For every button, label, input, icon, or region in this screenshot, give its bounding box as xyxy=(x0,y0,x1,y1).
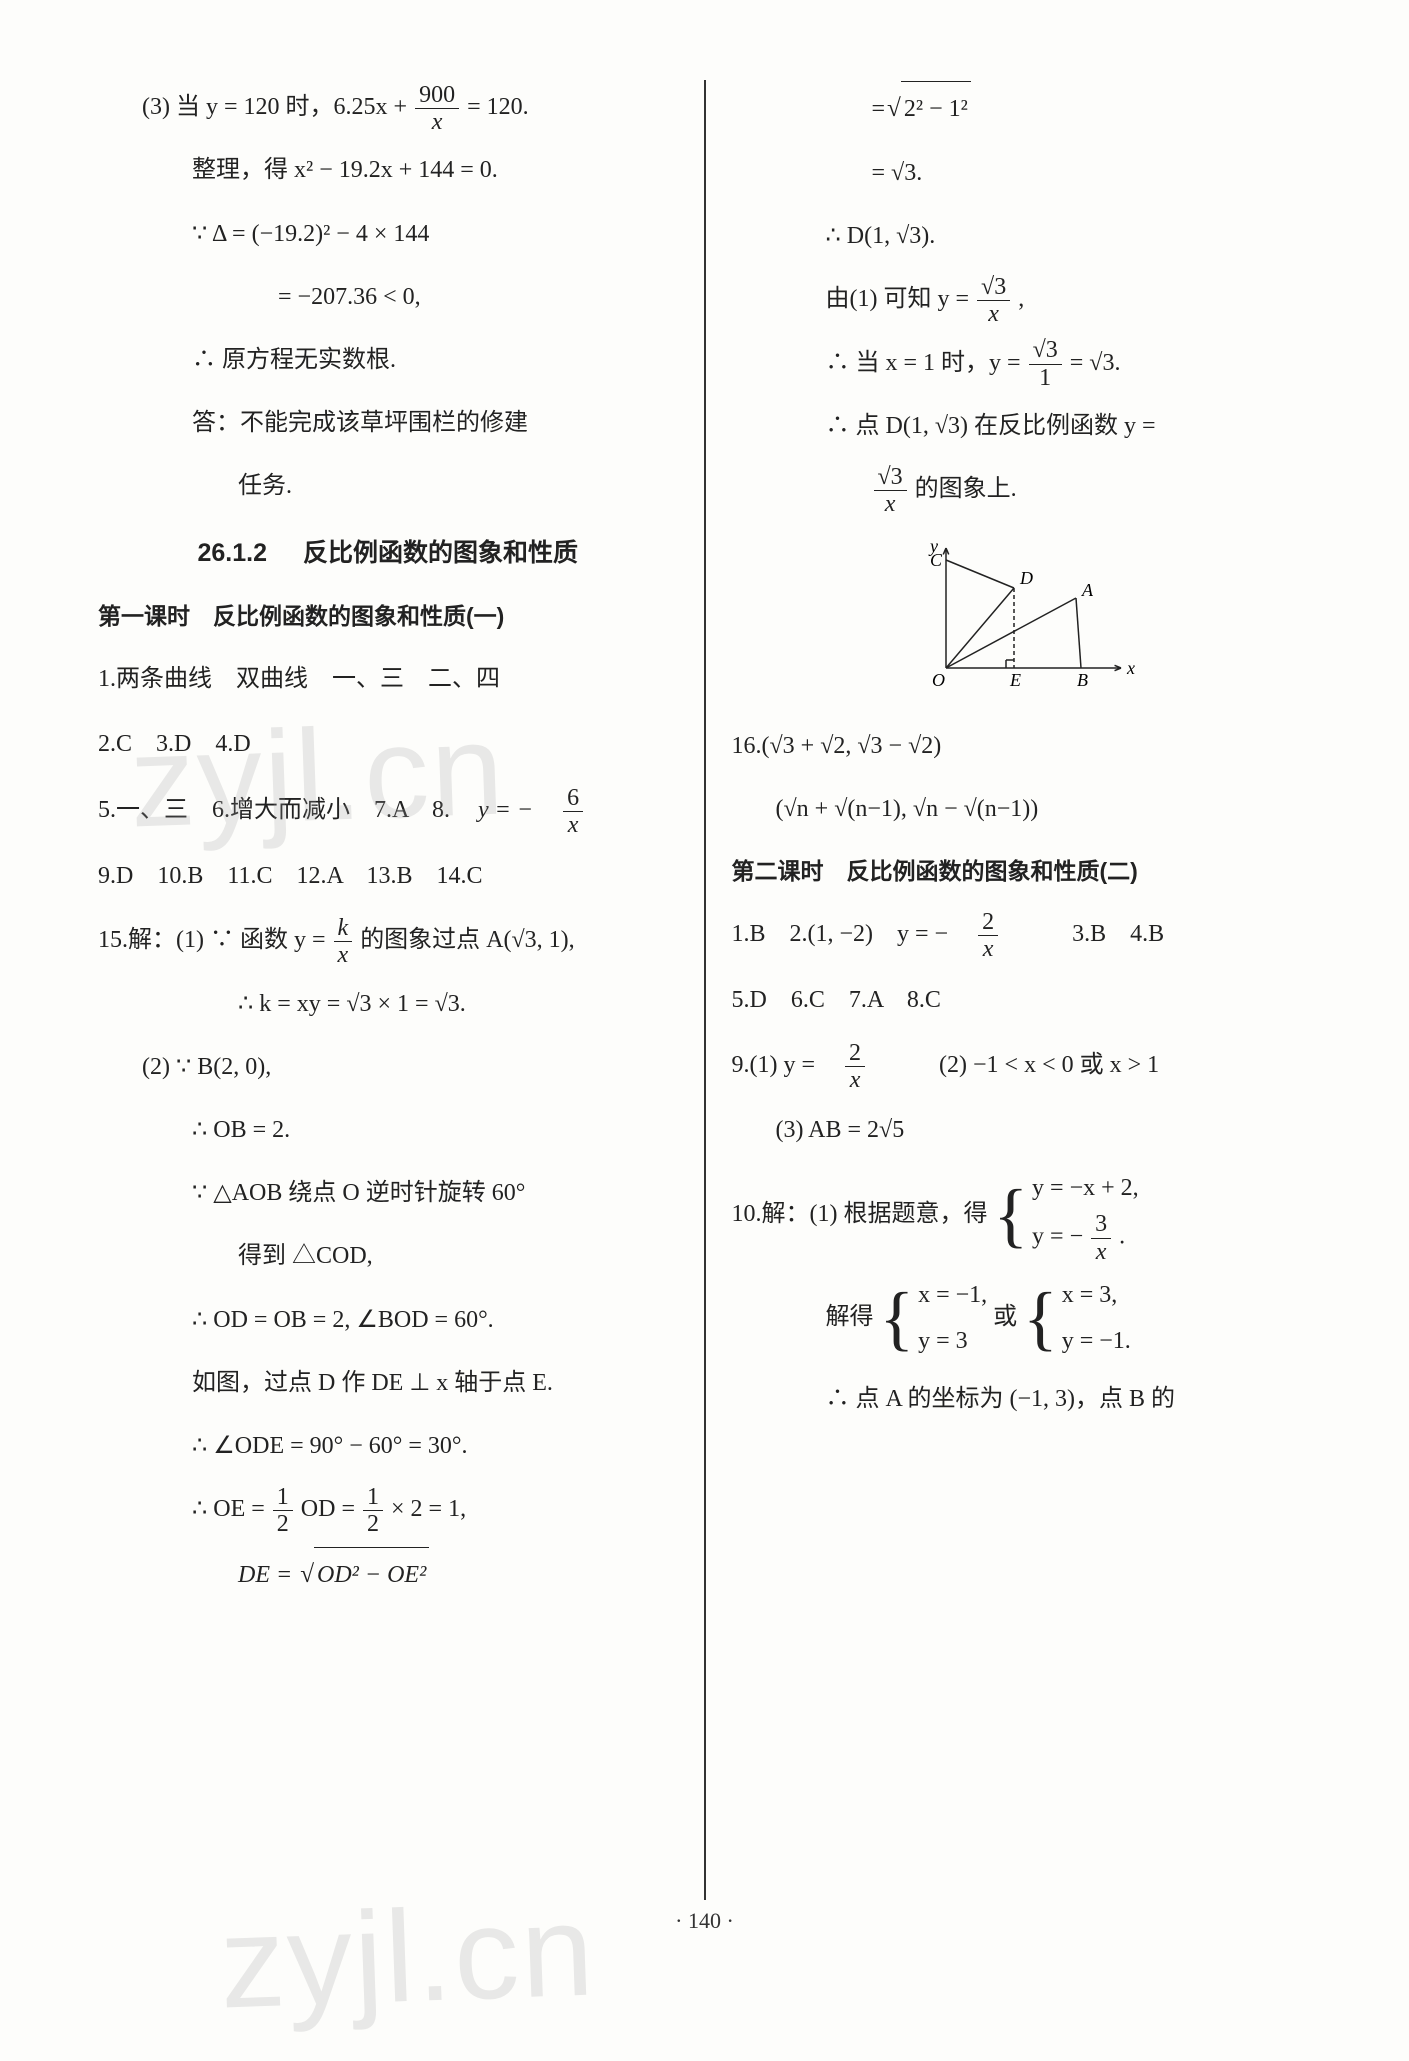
fraction: 6 x xyxy=(563,785,605,839)
q3-line3a: ∵ Δ = (−19.2)² − 4 × 144 xyxy=(98,207,678,262)
svg-text:D: D xyxy=(1019,568,1033,588)
page-number: · 140 · xyxy=(80,1908,1329,1934)
q3-line1: (3) 当 y = 120 时，6.25x + 900 x = 120. xyxy=(98,80,678,135)
q15-2-t7: ∴ ∠ODE = 90° − 60° = 30°. xyxy=(98,1419,678,1474)
q15-2-t8: ∴ OE = 12 OD = 12 × 2 = 1, xyxy=(98,1482,678,1537)
q3-line3b: = −207.36 < 0, xyxy=(98,270,678,325)
right-column: =2² − 1² = √3. ∴ D(1, √3). 由(1) 可知 y = √… xyxy=(714,80,1330,1900)
r-line2: = √3. xyxy=(732,146,1312,201)
r-line4: 由(1) 可知 y = √3x , xyxy=(732,272,1312,327)
q15-1-line1: 15.解：(1) ∵ 函数 y = k x 的图象过点 A(√3, 1), xyxy=(98,913,678,968)
answer-2-4: 2.C 3.D 4.D xyxy=(98,716,678,774)
q15-2-t5: ∴ OD = OB = 2, ∠BOD = 60°. xyxy=(98,1293,678,1348)
q15-2-label: (2) ∵ B(2, 0), xyxy=(98,1040,678,1095)
svg-text:B: B xyxy=(1077,670,1088,690)
q10-line1: 10.解：(1) 根据题意，得 { y = −x + 2, y = − 3x . xyxy=(732,1166,1312,1265)
section-number: 26.1.2 xyxy=(197,539,267,567)
q3-line4: ∴ 原方程无实数根. xyxy=(98,333,678,388)
section-header: 26.1.2 反比例函数的图象和性质 xyxy=(98,525,678,583)
answer-5-8: 5.一、三 6.增大而减小 7.A 8. y = − 6 x xyxy=(98,782,678,840)
answer-9-14: 9.D 10.B 11.C 12.A 13.B 14.C xyxy=(98,848,678,906)
fraction: 900 x xyxy=(415,82,459,136)
q10-solve: 解得 { x = −1, y = 3 或 { x = 3, y = −1. xyxy=(732,1273,1312,1364)
svg-text:O: O xyxy=(932,670,945,690)
q15-1-line2: ∴ k = xy = √3 × 1 = √3. xyxy=(98,977,678,1032)
r-line6: ∴ 点 D(1, √3) 在反比例函数 y = xyxy=(732,399,1312,454)
q15-2-t4: 得到 △COD, xyxy=(98,1229,678,1284)
answer-16-l2: (√n + √(n−1), √n − √(n−1)) xyxy=(732,782,1312,837)
svg-text:A: A xyxy=(1081,580,1094,600)
svg-text:E: E xyxy=(1009,670,1021,690)
answer-b1: 1.B 2.(1, −2) y = − 2x 3.B 4.B xyxy=(732,906,1312,964)
answer-b9: 9.(1) y = 2x (2) −1 < x < 0 或 x > 1 xyxy=(732,1037,1312,1095)
r-line1: =2² − 1² xyxy=(732,80,1312,138)
label: (3) xyxy=(142,94,170,120)
text: = 120. xyxy=(467,94,529,120)
subsection-2: 第二课时 反比例函数的图象和性质(二) xyxy=(732,845,1312,898)
answer-16-l1: 16.(√3 + √2, √3 − √2) xyxy=(732,719,1312,774)
q3-line6: 任务. xyxy=(98,459,678,514)
column-divider xyxy=(704,80,706,1900)
q3-line5: 答：不能完成该草坪围栏的修建 xyxy=(98,396,678,451)
diagram-svg: OEBxyCDA xyxy=(906,528,1136,698)
svg-text:x: x xyxy=(1126,658,1135,678)
geometry-diagram: OEBxyCDA xyxy=(732,528,1312,705)
section-title: 反比例函数的图象和性质 xyxy=(303,539,578,567)
q10-last: ∴ 点 A 的坐标为 (−1, 3)，点 B 的 xyxy=(732,1372,1312,1427)
answer-1: 1.两条曲线 双曲线 一、三 二、四 xyxy=(98,651,678,709)
page-columns: (3) 当 y = 120 时，6.25x + 900 x = 120. 整理，… xyxy=(80,80,1329,1900)
r-line3: ∴ D(1, √3). xyxy=(732,209,1312,264)
q15-2-t9: DE = OD² − OE² xyxy=(98,1546,678,1604)
answer-b9-3: (3) AB = 2√5 xyxy=(732,1103,1312,1158)
q15-2-t3: ∵ △AOB 绕点 O 逆时针旋转 60° xyxy=(98,1166,678,1221)
q3-line2: 整理，得 x² − 19.2x + 144 = 0. xyxy=(98,143,678,198)
q15-2-t6: 如图，过点 D 作 DE ⊥ x 轴于点 E. xyxy=(98,1356,678,1411)
left-column: (3) 当 y = 120 时，6.25x + 900 x = 120. 整理，… xyxy=(80,80,696,1900)
r-line7: √3x 的图象上. xyxy=(732,462,1312,517)
q15-2-t2: ∴ OB = 2. xyxy=(98,1103,678,1158)
answer-b5: 5.D 6.C 7.A 8.C xyxy=(732,972,1312,1030)
svg-text:C: C xyxy=(930,550,943,570)
text: 当 y = 120 时，6.25x + xyxy=(176,94,407,120)
subsection-1: 第一课时 反比例函数的图象和性质(一) xyxy=(98,590,678,643)
fraction: k x xyxy=(334,915,353,969)
r-line5: ∴ 当 x = 1 时，y = √31 = √3. xyxy=(732,336,1312,391)
